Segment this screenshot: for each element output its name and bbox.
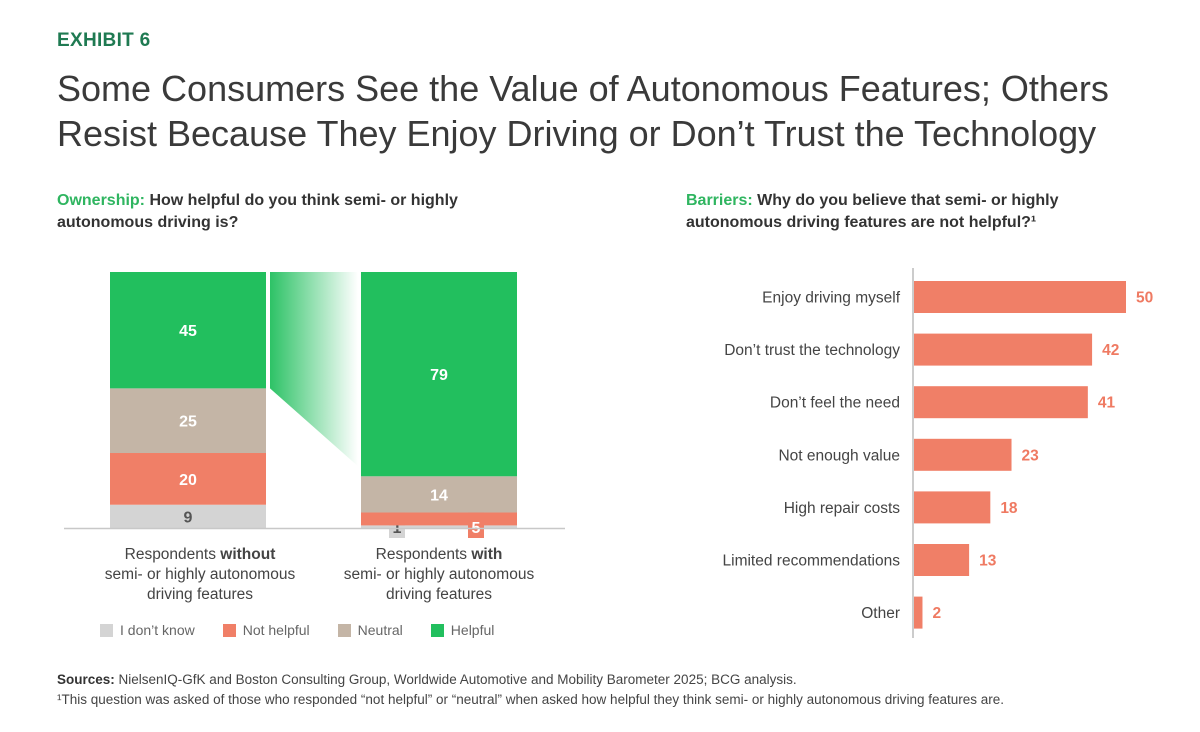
sources-text: NielsenIQ-GfK and Boston Consulting Grou… bbox=[114, 672, 797, 687]
group-label-post: semi- or highly autonomous driving featu… bbox=[343, 566, 535, 603]
barriers-bar-chart: Enjoy driving myself 50 Don’t trust the te… bbox=[723, 268, 1153, 638]
ownership-lead: Ownership: bbox=[57, 192, 146, 209]
ownership-question-text: How helpful do you think semi- or highly… bbox=[57, 192, 458, 231]
barriers-lead: Barriers: bbox=[686, 192, 753, 209]
barrier-value-label: 2 bbox=[932, 605, 941, 622]
barrier-bar bbox=[914, 438, 1012, 471]
barrier-category-label: Don’t trust the technology bbox=[724, 342, 900, 359]
barrier-bar bbox=[914, 281, 1126, 313]
ownership-question: Ownership: How helpful do you think semi… bbox=[57, 190, 477, 234]
legend-item-dont-know: I don’t know bbox=[100, 622, 195, 638]
legend: I don’t know Not helpful Neutral Helpful bbox=[100, 622, 494, 638]
title-line-1: Some Consumers See the Value of Autonomo… bbox=[57, 68, 1109, 109]
bar-segment-dont_know bbox=[361, 525, 517, 528]
bar-segment-helpful bbox=[110, 272, 266, 389]
sources-label: Sources: bbox=[57, 672, 115, 687]
barrier-value-label: 42 bbox=[1102, 342, 1119, 359]
barrier-category-label: Enjoy driving myself bbox=[762, 290, 901, 307]
barrier-value-label: 50 bbox=[1136, 290, 1153, 307]
legend-swatch bbox=[430, 623, 444, 637]
legend-label: Helpful bbox=[450, 622, 495, 638]
legend-swatch bbox=[100, 623, 113, 637]
barrier-value-label: 18 bbox=[1000, 500, 1018, 517]
sources-line: Sources: NielsenIQ-GfK and Boston Consul… bbox=[57, 670, 1197, 690]
barrier-bar bbox=[914, 596, 923, 629]
page-title: Some Consumers See the Value of Autonomo… bbox=[57, 66, 1157, 156]
barrier-bar bbox=[914, 386, 1088, 419]
footer: Sources: NielsenIQ-GfK and Boston Consul… bbox=[57, 670, 1197, 710]
group-label-pre: Respondents bbox=[124, 546, 221, 563]
legend-swatch bbox=[337, 623, 351, 637]
legend-item-helpful: Helpful bbox=[430, 622, 495, 638]
legend-label: I don’t know bbox=[120, 622, 195, 638]
barrier-bar bbox=[914, 544, 970, 576]
bar-segment-not_helpful bbox=[110, 453, 266, 505]
barrier-category-label: Don’t feel the need bbox=[770, 395, 900, 412]
segment-value-label: 20 bbox=[179, 472, 197, 489]
barrier-bar bbox=[914, 333, 1093, 366]
bar-segment-not_helpful bbox=[361, 512, 517, 526]
legend-label: Not helpful bbox=[242, 622, 310, 638]
barrier-category-label: Limited recommendations bbox=[723, 553, 901, 570]
segment-value-label: 25 bbox=[179, 414, 197, 431]
group-label-bold: with bbox=[471, 546, 503, 563]
group-label-without: Respondents without semi- or highly auto… bbox=[80, 545, 320, 605]
group-label-post: semi- or highly autonomous driving featu… bbox=[104, 566, 296, 603]
bar-segment-neutral bbox=[110, 388, 266, 454]
barrier-category-label: High repair costs bbox=[784, 500, 901, 517]
title-line-2: Resist Because They Enjoy Driving or Don… bbox=[57, 113, 1097, 154]
bar-segment-neutral bbox=[361, 476, 517, 513]
barrier-value-label: 41 bbox=[1098, 395, 1116, 412]
barriers-question: Barriers: Why do you believe that semi- … bbox=[686, 190, 1156, 234]
legend-item-not-helpful: Not helpful bbox=[222, 622, 310, 638]
segment-value-label: 79 bbox=[430, 367, 448, 384]
barrier-category-label: Not enough value bbox=[778, 447, 900, 464]
bar-segment-helpful bbox=[361, 272, 517, 477]
value-callout-box bbox=[468, 512, 484, 538]
legend-label: Neutral bbox=[357, 622, 403, 638]
segment-value-label: 45 bbox=[179, 323, 197, 340]
group-label-pre: Respondents bbox=[375, 546, 472, 563]
exhibit-label: EXHIBIT 6 bbox=[57, 30, 151, 51]
group-label-with: Respondents with semi- or highly autonom… bbox=[319, 545, 559, 605]
barrier-value-label: 13 bbox=[979, 553, 997, 570]
segment-value-label: 14 bbox=[430, 487, 448, 504]
barrier-bar bbox=[914, 491, 991, 524]
bar-segment-dont_know bbox=[110, 504, 266, 528]
barrier-category-label: Other bbox=[861, 605, 900, 622]
barrier-value-label: 23 bbox=[1022, 447, 1040, 464]
connector-wedge bbox=[270, 272, 358, 467]
segment-value-label: 9 bbox=[184, 509, 193, 526]
legend-swatch bbox=[222, 623, 236, 637]
group-label-bold: without bbox=[220, 546, 276, 563]
barriers-question-text: Why do you believe that semi- or highly … bbox=[686, 192, 1059, 231]
legend-item-neutral: Neutral bbox=[337, 622, 403, 638]
footnote: ¹This question was asked of those who re… bbox=[57, 692, 1005, 707]
